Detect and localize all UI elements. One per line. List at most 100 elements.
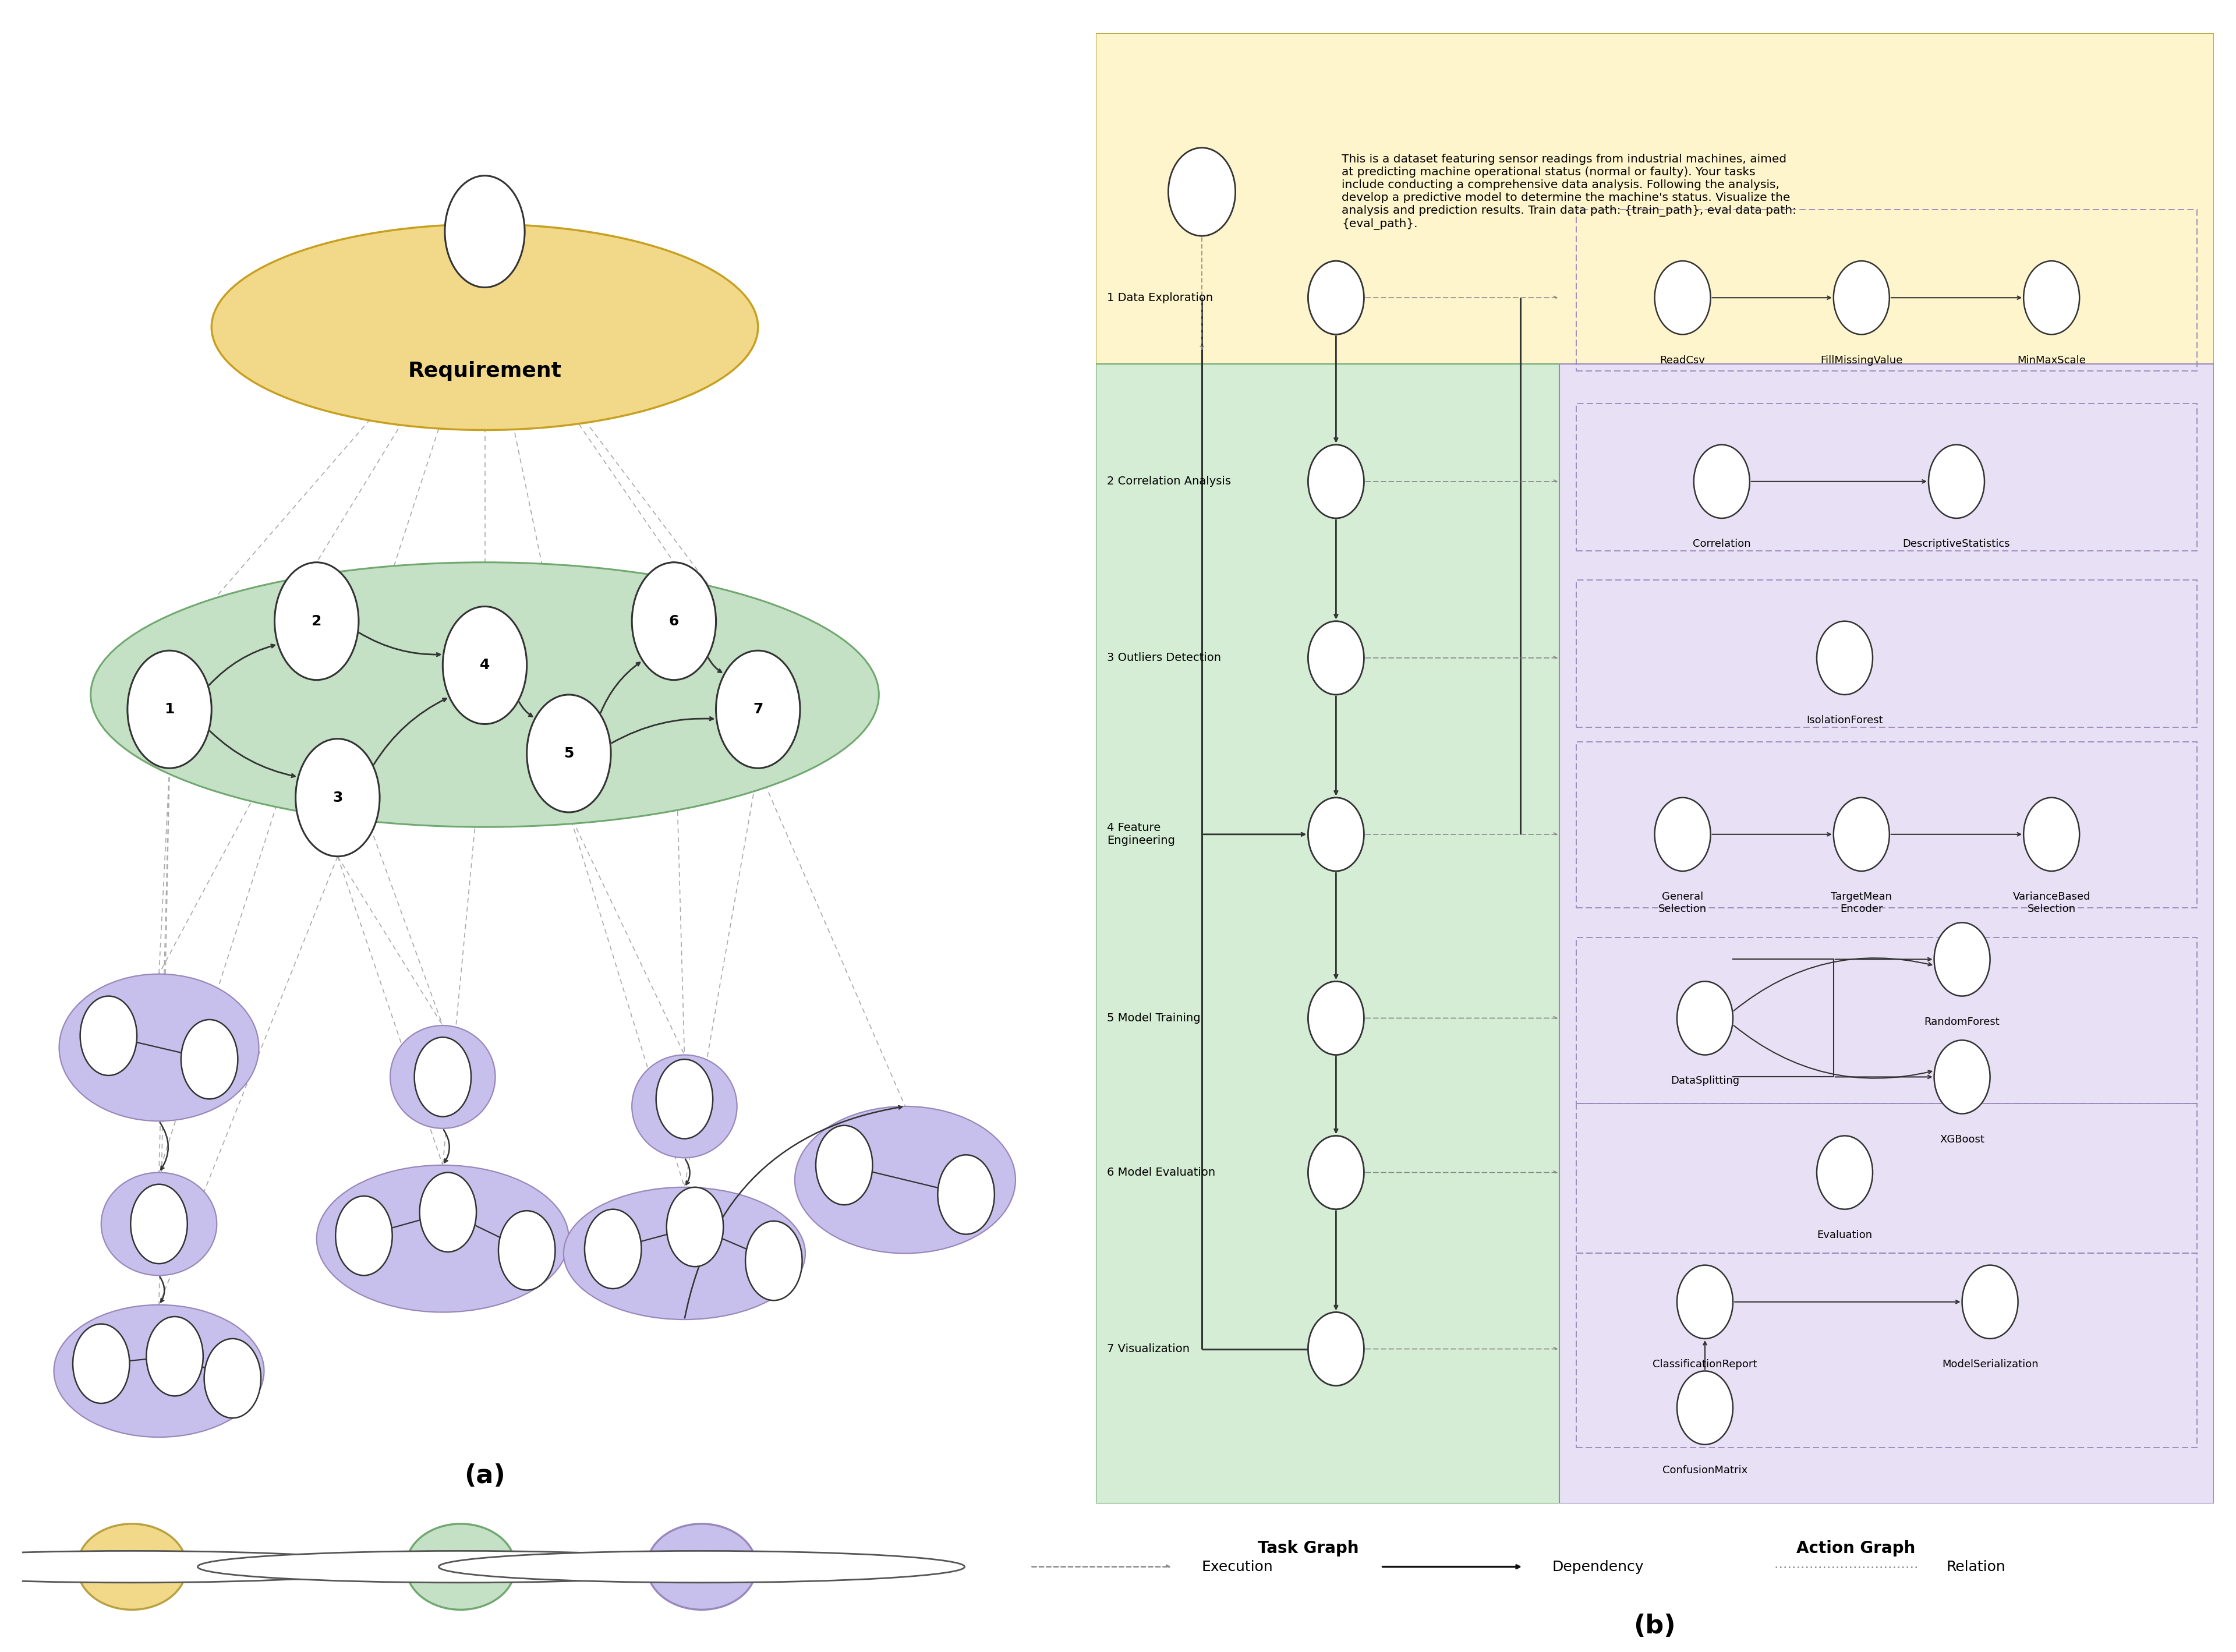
Circle shape (2024, 261, 2079, 334)
Text: 6 Model Evaluation: 6 Model Evaluation (1107, 1166, 1214, 1178)
Text: 6: 6 (669, 615, 680, 628)
Circle shape (1677, 1371, 1733, 1444)
Text: Action Graph: Action Graph (1796, 1540, 1916, 1556)
Ellipse shape (633, 1056, 738, 1158)
Text: 7: 7 (754, 702, 762, 717)
Circle shape (145, 1317, 203, 1396)
Circle shape (197, 1551, 724, 1583)
Circle shape (1816, 1137, 1874, 1209)
Ellipse shape (389, 1026, 494, 1128)
Circle shape (1927, 444, 1986, 519)
Circle shape (127, 651, 212, 768)
Text: Requirement: Requirement (215, 1559, 309, 1574)
Circle shape (420, 1173, 476, 1252)
Circle shape (666, 1188, 722, 1267)
Text: Requirement: Requirement (407, 362, 561, 382)
Circle shape (1816, 621, 1874, 695)
Circle shape (181, 1019, 237, 1099)
Text: Task Graph: Task Graph (1257, 1540, 1359, 1556)
Circle shape (1308, 1137, 1364, 1209)
Ellipse shape (101, 1173, 217, 1275)
Ellipse shape (54, 1305, 264, 1437)
Circle shape (1677, 981, 1733, 1056)
Text: RandomForest: RandomForest (1925, 1016, 1999, 1028)
Circle shape (74, 1323, 130, 1403)
Circle shape (335, 1196, 391, 1275)
Circle shape (1934, 922, 1990, 996)
Circle shape (1655, 261, 1711, 334)
Circle shape (1308, 981, 1364, 1056)
Ellipse shape (794, 1107, 1015, 1254)
Text: 2 Correlation Analysis: 2 Correlation Analysis (1107, 476, 1230, 487)
Text: DataSplitting: DataSplitting (1670, 1075, 1740, 1085)
Circle shape (1308, 444, 1364, 519)
Text: Action: Action (774, 1559, 821, 1574)
FancyBboxPatch shape (1096, 363, 1558, 1503)
FancyBboxPatch shape (1096, 33, 2214, 363)
Circle shape (745, 1221, 803, 1300)
Circle shape (130, 1184, 188, 1264)
Circle shape (1308, 1312, 1364, 1386)
Circle shape (445, 175, 525, 287)
Text: Relation: Relation (1945, 1559, 2006, 1574)
Circle shape (499, 1211, 555, 1290)
Text: Task: Task (532, 1559, 563, 1574)
Text: FillMissingValue: FillMissingValue (1820, 355, 1903, 365)
Circle shape (1963, 1265, 2017, 1338)
Text: 1: 1 (165, 702, 174, 717)
Text: 4: 4 (481, 657, 490, 672)
Circle shape (1308, 798, 1364, 871)
Circle shape (1655, 798, 1711, 871)
Ellipse shape (76, 1523, 186, 1609)
Circle shape (414, 1037, 472, 1117)
Circle shape (1308, 621, 1364, 695)
Circle shape (716, 651, 800, 768)
Text: DescriptiveStatistics: DescriptiveStatistics (1903, 539, 2010, 550)
Ellipse shape (58, 975, 259, 1122)
Text: 2: 2 (311, 615, 322, 628)
Text: Correlation: Correlation (1693, 539, 1751, 550)
Text: XGBoost: XGBoost (1939, 1135, 1986, 1145)
Text: 4 Feature
Engineering: 4 Feature Engineering (1107, 823, 1174, 846)
Text: General
Selection: General Selection (1659, 892, 1706, 914)
Ellipse shape (318, 1165, 568, 1312)
Text: (a): (a) (465, 1464, 505, 1488)
Text: TargetMean
Encoder: TargetMean Encoder (1831, 892, 1892, 914)
Text: MinMaxScale: MinMaxScale (2017, 355, 2086, 365)
Circle shape (584, 1209, 642, 1289)
FancyBboxPatch shape (1558, 363, 2214, 1503)
Circle shape (1695, 444, 1751, 519)
Circle shape (80, 996, 136, 1075)
Circle shape (816, 1125, 872, 1204)
Circle shape (633, 562, 716, 681)
Text: 1 Data Exploration: 1 Data Exploration (1107, 292, 1212, 304)
Circle shape (438, 1551, 964, 1583)
Text: (b): (b) (1635, 1614, 1675, 1639)
Circle shape (655, 1059, 713, 1138)
Text: 3: 3 (333, 791, 342, 805)
Circle shape (203, 1338, 262, 1417)
Circle shape (275, 562, 358, 681)
Ellipse shape (646, 1523, 756, 1609)
Circle shape (937, 1155, 995, 1234)
Circle shape (0, 1551, 396, 1583)
Ellipse shape (405, 1523, 514, 1609)
Circle shape (1934, 1041, 1990, 1113)
Text: 7 Visualization: 7 Visualization (1107, 1343, 1190, 1355)
Text: IsolationForest: IsolationForest (1807, 715, 1883, 725)
Text: ModelSerialization: ModelSerialization (1941, 1360, 2039, 1370)
Text: VarianceBased
Selection: VarianceBased Selection (2012, 892, 2091, 914)
Text: Dependency: Dependency (1552, 1559, 1643, 1574)
Circle shape (443, 606, 528, 724)
Circle shape (2024, 798, 2079, 871)
Circle shape (1167, 147, 1237, 236)
Text: 3 Outliers Detection: 3 Outliers Detection (1107, 653, 1221, 664)
Text: 5 Model Training: 5 Model Training (1107, 1013, 1201, 1024)
Circle shape (1834, 261, 1889, 334)
Circle shape (1834, 798, 1889, 871)
Circle shape (1308, 261, 1364, 334)
Ellipse shape (212, 225, 758, 430)
Circle shape (528, 695, 610, 813)
Circle shape (295, 738, 380, 856)
Text: Execution: Execution (1201, 1559, 1272, 1574)
